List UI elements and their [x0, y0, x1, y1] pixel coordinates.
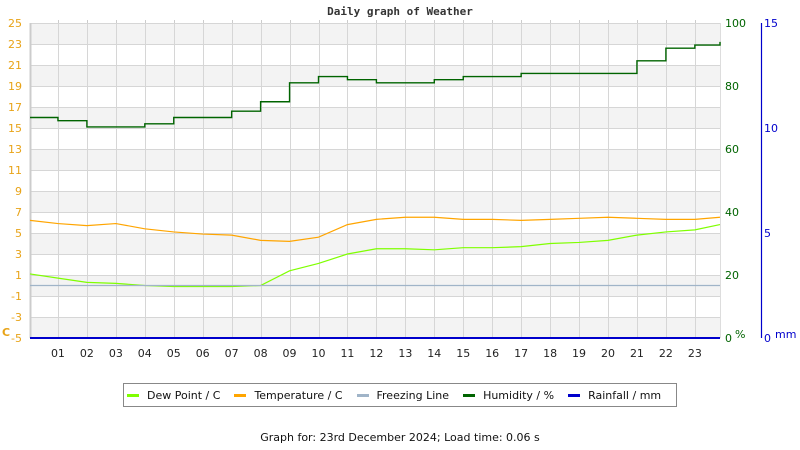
svg-text:17: 17	[514, 347, 528, 360]
humidity-line	[30, 41, 721, 128]
chart-title: Daily graph of Weather	[327, 5, 473, 18]
legend-swatch	[356, 393, 369, 397]
chart-legend: Dew Point / C Temperature / C Freezing Lin…	[123, 383, 677, 407]
svg-text:16: 16	[485, 347, 499, 360]
legend-label: Freezing Line	[376, 388, 450, 402]
temperature-c-line	[29, 216, 721, 243]
legend-label: Dew Point / C	[147, 388, 221, 402]
legend-item-freezing-line: Freezing Line	[356, 388, 450, 402]
svg-text:0: 0	[725, 332, 732, 345]
svg-text:23: 23	[8, 38, 22, 51]
svg-text:15: 15	[456, 347, 470, 360]
right-axis-humidity: 100 80 60 40 20 0%	[725, 17, 746, 345]
left-axis-temperature: 25 23 21 19 17 15 13 11 9 7 5 3 1 -1 -3 -5C	[2, 17, 22, 345]
plot-background	[30, 23, 720, 338]
weather-chart: 252321191715131197531-1-3-5C100806040200…	[2, 17, 796, 360]
x-axis-hours: 01 02 03 04 05 06 07 08 09 10 11 12 13 14 15 16 17 18 19 20…	[51, 347, 702, 360]
svg-text:80: 80	[725, 80, 739, 93]
svg-text:15: 15	[764, 17, 778, 30]
svg-text:03: 03	[109, 347, 123, 360]
svg-text:04: 04	[138, 347, 152, 360]
svg-text:60: 60	[725, 143, 739, 156]
svg-text:40: 40	[725, 206, 739, 219]
svg-text:23: 23	[688, 347, 702, 360]
svg-text:0: 0	[764, 332, 771, 345]
svg-text:15: 15	[8, 122, 22, 135]
svg-text:-5: -5	[11, 332, 22, 345]
svg-text:5: 5	[15, 227, 22, 240]
svg-text:5: 5	[764, 227, 771, 240]
svg-text:06: 06	[196, 347, 210, 360]
legend-swatch	[234, 393, 247, 397]
svg-text:25: 25	[8, 17, 22, 30]
svg-text:13: 13	[398, 347, 412, 360]
svg-text:01: 01	[51, 347, 65, 360]
rainfall-unit: mm	[775, 328, 796, 341]
svg-text:18: 18	[543, 347, 557, 360]
svg-text:20: 20	[725, 269, 739, 282]
svg-text:02: 02	[80, 347, 94, 360]
legend-item-humidity: Humidity / %	[463, 389, 554, 402]
svg-text:10: 10	[312, 347, 326, 360]
svg-text:17: 17	[8, 101, 22, 114]
legend-swatch	[463, 393, 476, 397]
legend-item-temperature-c: Temperature / C	[234, 388, 343, 402]
legend-label: Temperature / C	[254, 388, 343, 402]
legend-swatch	[568, 393, 581, 397]
svg-text:1: 1	[15, 269, 22, 282]
svg-text:07: 07	[225, 347, 239, 360]
svg-text:7: 7	[15, 206, 22, 219]
legend-label: Humidity / %	[483, 388, 555, 402]
svg-text:-1: -1	[11, 290, 22, 303]
data-series	[29, 41, 721, 339]
legend-swatch	[127, 393, 139, 397]
svg-text:11: 11	[8, 164, 22, 177]
svg-text:22: 22	[659, 347, 673, 360]
grid-lines	[30, 23, 720, 339]
svg-text:14: 14	[427, 347, 441, 360]
svg-text:19: 19	[8, 80, 22, 93]
right-axis-rainfall: 15 10 5 0 mm	[760, 17, 796, 345]
left-axis-unit: C	[2, 326, 10, 339]
svg-text:19: 19	[572, 347, 586, 360]
svg-text:13: 13	[8, 143, 22, 156]
svg-text:9: 9	[15, 185, 22, 198]
svg-text:08: 08	[254, 347, 268, 360]
legend-item-dew-point-c: Dew Point / C	[127, 389, 220, 402]
svg-text:3: 3	[15, 248, 22, 261]
svg-text:12: 12	[369, 347, 383, 360]
svg-text:100: 100	[725, 17, 746, 30]
svg-text:09: 09	[283, 347, 297, 360]
humidity-unit: %	[735, 328, 745, 341]
svg-text:11: 11	[340, 347, 354, 360]
svg-text:21: 21	[630, 347, 644, 360]
legend-item-rainfall-mm: Rainfall / mm	[568, 389, 661, 402]
svg-text:21: 21	[8, 59, 22, 72]
legend-label: Rainfall / mm	[588, 388, 662, 402]
svg-text:-3: -3	[11, 311, 22, 324]
svg-text:10: 10	[764, 122, 778, 135]
svg-text:20: 20	[601, 347, 615, 360]
graph-footer: Graph for: 23rd December 2024; Load time…	[260, 431, 540, 444]
svg-text:05: 05	[167, 347, 181, 360]
